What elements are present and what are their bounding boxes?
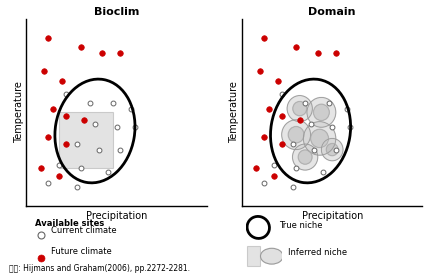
Circle shape (321, 138, 343, 161)
Y-axis label: Temperature: Temperature (14, 81, 24, 143)
Circle shape (287, 96, 312, 122)
Text: Available sites: Available sites (35, 219, 104, 228)
Title: Domain: Domain (308, 7, 356, 17)
Title: Bioclim: Bioclim (94, 7, 139, 17)
Circle shape (303, 122, 336, 155)
Circle shape (326, 144, 338, 156)
Circle shape (293, 101, 307, 116)
Text: True niche: True niche (279, 221, 323, 230)
X-axis label: Precipitation: Precipitation (301, 211, 363, 221)
Circle shape (288, 127, 304, 143)
Bar (59, 112, 113, 168)
Circle shape (307, 98, 336, 127)
X-axis label: Precipitation: Precipitation (86, 211, 147, 221)
Bar (247, 246, 260, 266)
Text: Inferred niche: Inferred niche (288, 248, 347, 257)
Circle shape (293, 144, 318, 170)
Text: Future climate: Future climate (51, 247, 111, 256)
Circle shape (311, 129, 329, 148)
Text: Current climate: Current climate (51, 226, 116, 235)
Y-axis label: Temperature: Temperature (229, 81, 239, 143)
Circle shape (282, 120, 311, 150)
Circle shape (313, 104, 329, 121)
Circle shape (260, 248, 283, 264)
Circle shape (298, 150, 312, 164)
Text: 자료: Hijmans and Graham(2006), pp.2272-2281.: 자료: Hijmans and Graham(2006), pp.2272-22… (9, 264, 190, 273)
